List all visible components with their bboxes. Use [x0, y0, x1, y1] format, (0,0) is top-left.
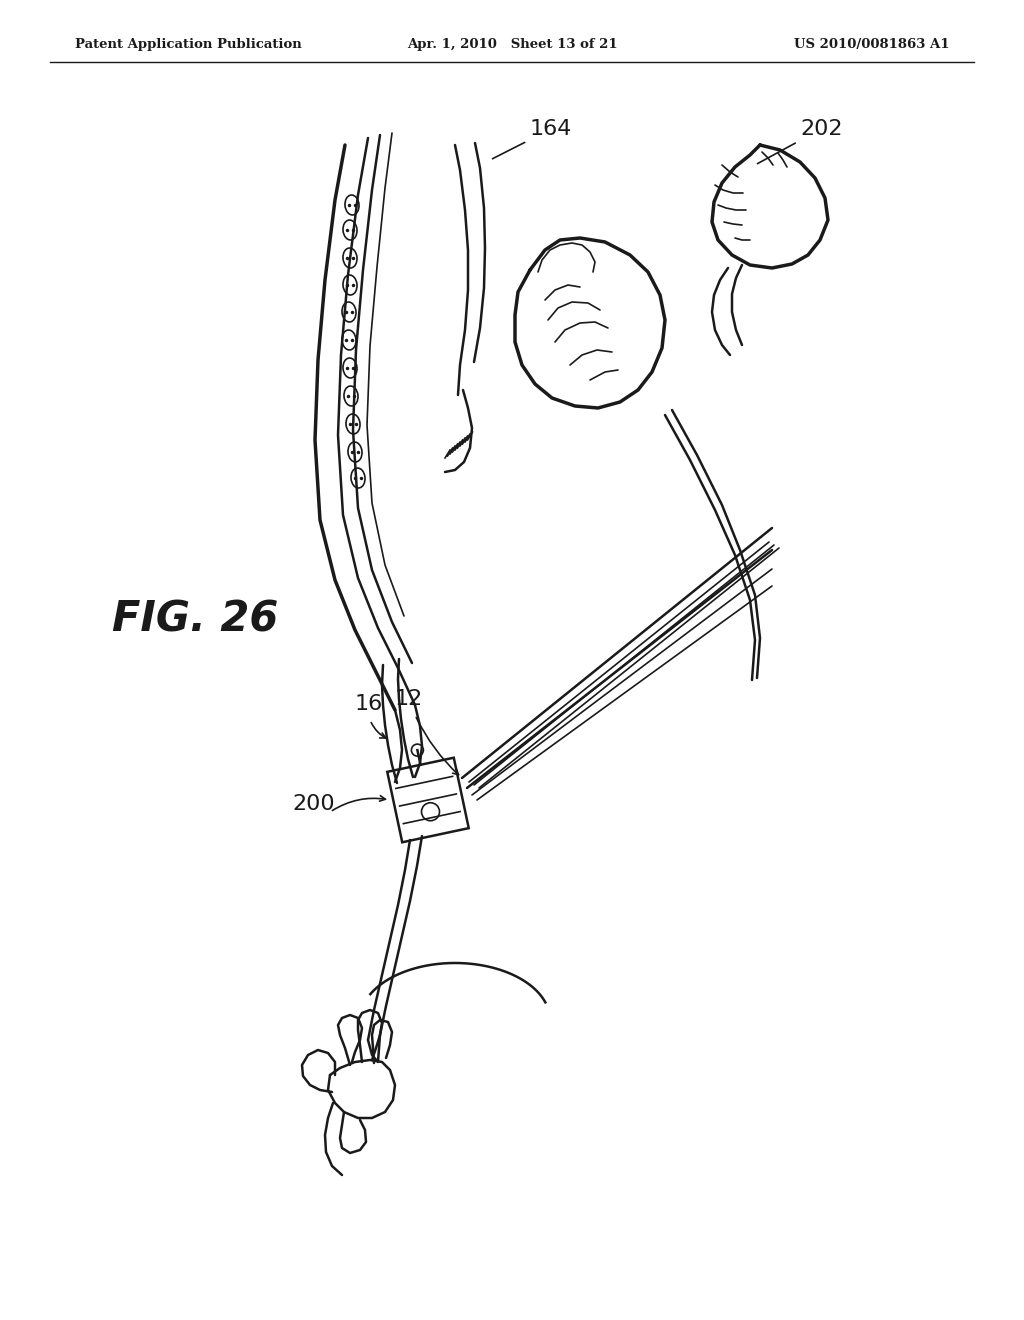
Text: 12: 12 [395, 689, 423, 709]
Text: Apr. 1, 2010   Sheet 13 of 21: Apr. 1, 2010 Sheet 13 of 21 [407, 38, 617, 51]
Text: 200: 200 [292, 795, 335, 814]
Ellipse shape [342, 330, 356, 350]
Text: 202: 202 [758, 119, 843, 164]
Ellipse shape [343, 220, 357, 240]
Text: FIG. 26: FIG. 26 [112, 599, 279, 642]
Ellipse shape [342, 302, 356, 322]
Text: US 2010/0081863 A1: US 2010/0081863 A1 [795, 38, 950, 51]
Ellipse shape [344, 385, 358, 407]
Ellipse shape [343, 275, 357, 294]
Ellipse shape [351, 469, 365, 488]
Ellipse shape [346, 414, 360, 434]
Ellipse shape [343, 248, 357, 268]
Ellipse shape [343, 358, 357, 378]
Text: Patent Application Publication: Patent Application Publication [75, 38, 302, 51]
Ellipse shape [348, 442, 362, 462]
Text: 16: 16 [355, 694, 383, 714]
Polygon shape [387, 758, 469, 842]
Text: 164: 164 [493, 119, 572, 158]
Circle shape [422, 803, 439, 821]
Circle shape [412, 744, 423, 756]
Ellipse shape [345, 195, 359, 215]
